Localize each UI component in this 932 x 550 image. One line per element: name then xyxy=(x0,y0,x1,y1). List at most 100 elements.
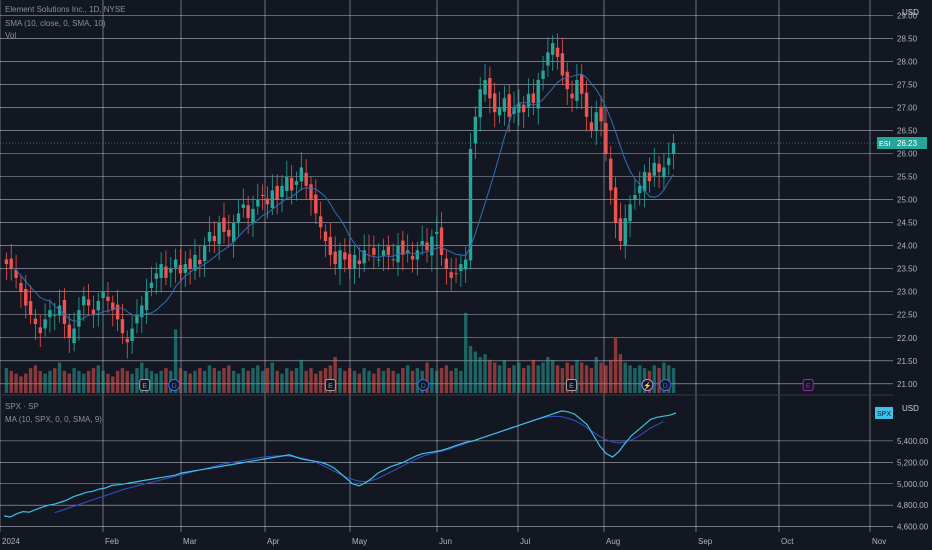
candle-body xyxy=(613,187,618,223)
volume-bar xyxy=(493,362,497,393)
event-marker-d[interactable]: D xyxy=(417,379,430,391)
event-marker-e[interactable]: E xyxy=(566,379,578,391)
spx-price-axis[interactable]: 5,400.00 5,200.00 5,000.00 4,800.00 4,600.00… xyxy=(875,407,929,532)
price-tick-label: 28.00 xyxy=(897,58,918,67)
main-legend[interactable]: Element Solutions Inc., 1D, NYSE xyxy=(5,5,129,15)
candle-body xyxy=(522,104,526,113)
candle-body xyxy=(555,47,560,57)
candle-body xyxy=(198,259,202,265)
volume-bar xyxy=(231,370,236,393)
volume-bar xyxy=(638,365,642,393)
candle-body xyxy=(125,338,129,343)
candle-body xyxy=(584,92,589,117)
sub-ma-legend[interactable]: MA (10, SPX, 0, 0, SMA, 9) xyxy=(5,415,105,425)
volume-bar xyxy=(415,368,420,393)
event-circle xyxy=(417,379,430,391)
time-axis[interactable]: 2024 Feb Mar Apr May Jun Jul Aug Sep Oct Nov xyxy=(2,537,886,546)
time-tick-label: Feb xyxy=(105,537,119,546)
volume-bar xyxy=(164,368,168,393)
volume-bar xyxy=(386,368,391,393)
candle-body xyxy=(565,71,569,90)
volume-bar xyxy=(551,359,555,393)
volume-bar xyxy=(391,370,395,393)
volume-bar xyxy=(657,368,661,393)
volume-bar xyxy=(343,370,347,393)
volume-bar xyxy=(202,370,207,393)
candle-body xyxy=(275,185,279,200)
event-markers[interactable]: E D E D E ⚡ D E xyxy=(139,379,814,391)
time-tick-label: May xyxy=(352,537,367,546)
candle-body xyxy=(164,266,168,278)
candle-body xyxy=(159,264,163,278)
candle-body xyxy=(82,296,86,306)
sma-legend[interactable]: SMA (10, close, 0, SMA, 10) xyxy=(5,19,108,29)
event-marker-e[interactable]: E xyxy=(139,379,151,391)
volume-bar xyxy=(140,362,144,393)
volume-bar xyxy=(67,373,71,393)
price-axis[interactable]: 29.00 28.50 28.00 27.50 27.00 26.50 26.00 25.50… xyxy=(897,12,918,389)
volume-bar xyxy=(464,312,468,393)
volume-bar xyxy=(309,368,313,393)
candle-body xyxy=(570,93,574,99)
candle-body xyxy=(14,270,18,278)
volume-bar xyxy=(82,373,86,393)
volume-bar xyxy=(338,368,342,393)
volume-bar xyxy=(43,373,47,393)
candle-body xyxy=(135,314,139,324)
event-marker-future[interactable]: E xyxy=(802,379,814,391)
candle-body xyxy=(188,258,192,269)
volume-bar xyxy=(280,373,284,393)
candle-body xyxy=(24,288,28,306)
candle-body xyxy=(526,93,531,107)
event-label: D xyxy=(663,383,668,390)
candle-body xyxy=(4,259,9,265)
volume-bar xyxy=(454,368,458,393)
volume-bar xyxy=(541,362,545,393)
candle-body xyxy=(115,304,120,320)
candle-body xyxy=(580,74,584,94)
candle-body xyxy=(454,273,458,275)
sub-currency-button[interactable]: USD xyxy=(902,404,919,413)
candle-body xyxy=(173,259,178,268)
vol-legend[interactable]: Vol xyxy=(5,31,19,41)
volume-bar xyxy=(667,365,671,393)
candle-body xyxy=(633,195,637,200)
event-marker-e[interactable]: E xyxy=(324,379,336,391)
candle-body xyxy=(241,204,246,208)
candle-body xyxy=(227,230,231,237)
spx-line xyxy=(3,410,677,518)
volume-bar xyxy=(580,362,584,393)
volume-bar xyxy=(236,373,241,393)
candle-body xyxy=(183,264,187,273)
event-marker-d[interactable]: D xyxy=(168,379,181,391)
spx-tick-label: 5,400.00 xyxy=(897,437,929,446)
volume-bar xyxy=(333,357,337,393)
sub-legend[interactable]: SPX · SP xyxy=(5,402,42,412)
candle-body xyxy=(347,254,352,269)
candle-body xyxy=(618,218,623,242)
candle-body xyxy=(77,310,81,327)
volume-bar xyxy=(434,370,439,393)
volume-bar xyxy=(38,370,42,393)
volume-bar xyxy=(265,368,270,393)
event-label: ⚡ xyxy=(643,381,652,390)
volume-bar xyxy=(9,370,13,393)
candle-body xyxy=(599,106,603,122)
candle-body xyxy=(38,327,42,334)
volume-bar xyxy=(120,368,125,393)
event-marker-d[interactable]: D xyxy=(659,379,672,391)
volume-bar xyxy=(410,370,415,393)
sma-title: SMA (10, close, 0, SMA, 10) xyxy=(5,19,106,28)
event-box xyxy=(566,379,578,391)
currency-button[interactable]: USD xyxy=(902,8,919,17)
candle-body xyxy=(662,167,666,178)
volume-bar xyxy=(4,368,9,393)
volume-bar xyxy=(628,365,632,393)
candle-body xyxy=(434,231,439,234)
symbol-tag-text: ESI xyxy=(879,141,890,148)
event-marker-split[interactable]: ⚡ xyxy=(641,379,654,391)
candle-body xyxy=(33,318,38,324)
candle-body xyxy=(459,264,463,272)
grid-lines xyxy=(0,0,893,532)
